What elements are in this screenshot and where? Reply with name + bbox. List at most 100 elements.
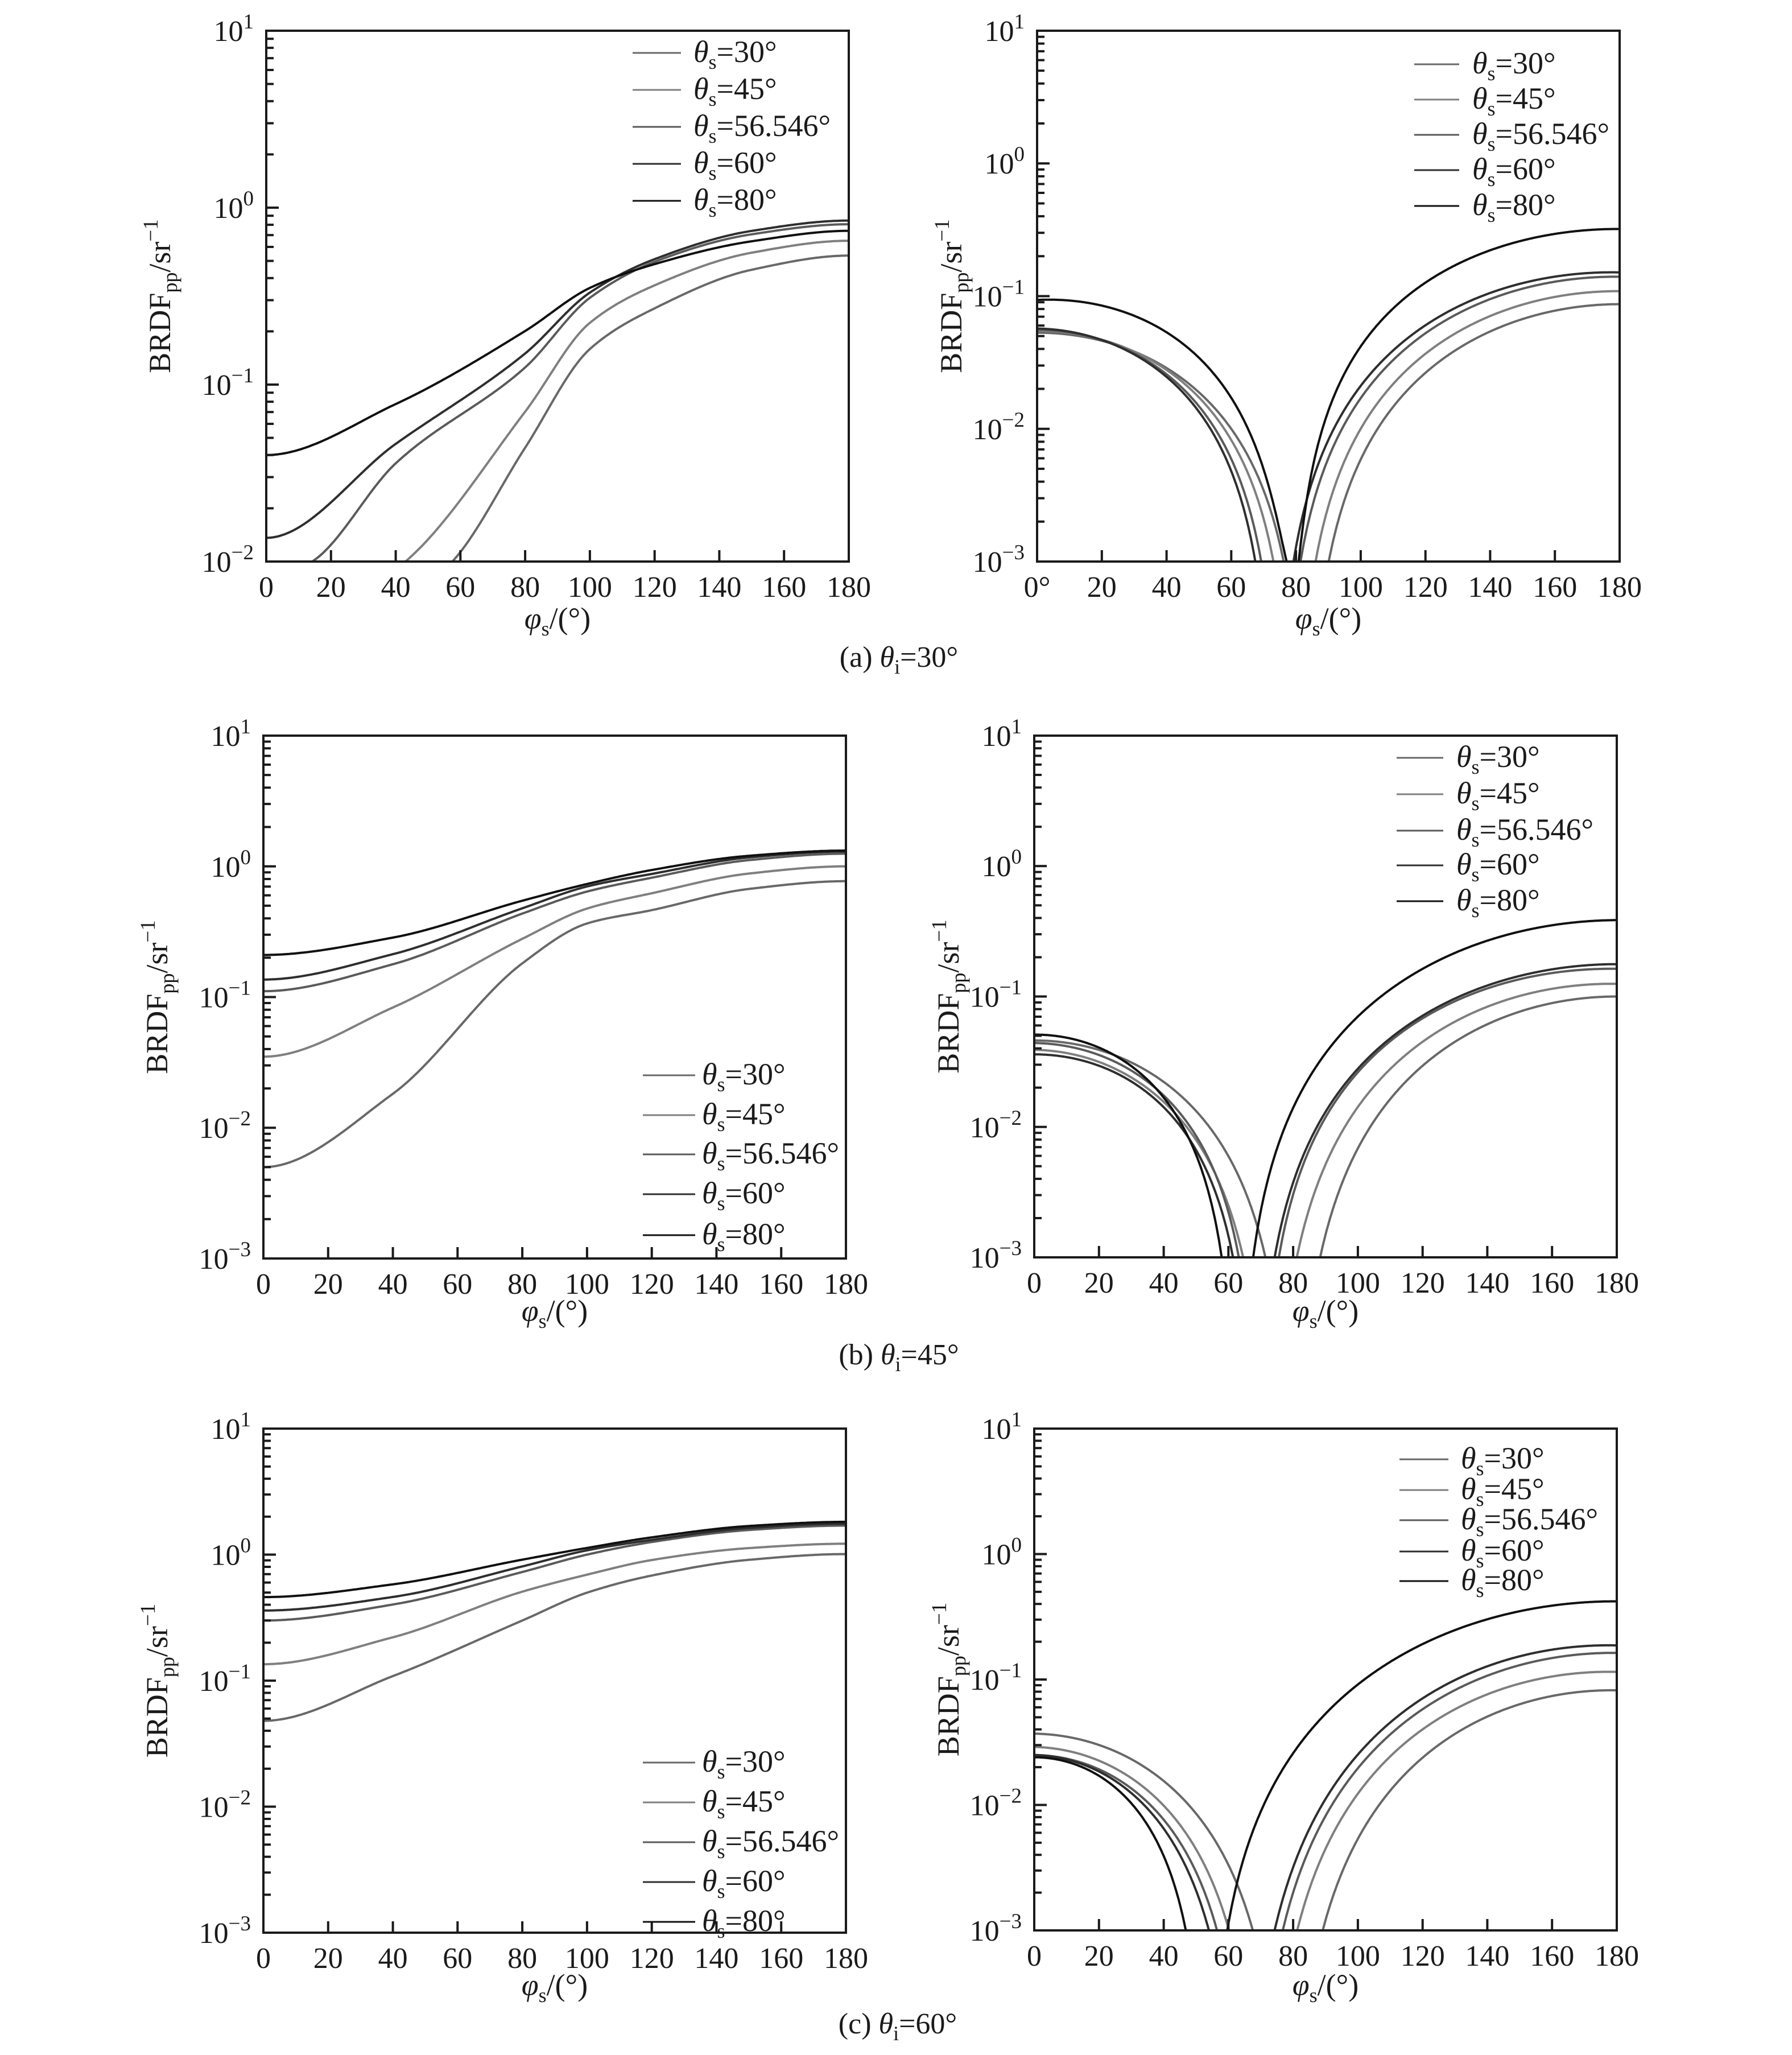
- svg-text:140: 140: [1465, 1940, 1509, 1973]
- svg-text:φs/(°): φs/(°): [1293, 1294, 1359, 1332]
- svg-text:80: 80: [507, 1942, 537, 1975]
- svg-text:θs=45°: θs=45°: [1472, 81, 1556, 120]
- svg-text:101: 101: [982, 715, 1022, 753]
- svg-text:(c) θi=60°: (c) θi=60°: [839, 2008, 957, 2045]
- svg-text:θs=56.546°: θs=56.546°: [1472, 117, 1609, 155]
- svg-text:140: 140: [1465, 1267, 1509, 1299]
- svg-text:θs=80°: θs=80°: [1456, 883, 1540, 922]
- svg-text:θs=45°: θs=45°: [702, 1784, 786, 1823]
- svg-text:10−3: 10−3: [970, 1237, 1022, 1274]
- svg-text:120: 120: [1403, 571, 1448, 604]
- svg-text:80: 80: [1278, 1267, 1308, 1299]
- svg-text:0: 0: [256, 1268, 271, 1301]
- svg-text:60: 60: [443, 1942, 472, 1975]
- svg-text:0: 0: [1027, 1940, 1042, 1973]
- svg-text:θs=30°: θs=30°: [702, 1744, 786, 1783]
- svg-text:20: 20: [313, 1942, 343, 1975]
- svg-text:θs=56.546°: θs=56.546°: [702, 1824, 839, 1863]
- svg-text:θs=30°: θs=30°: [702, 1057, 786, 1096]
- svg-text:θs=80°: θs=80°: [1461, 1563, 1545, 1602]
- svg-text:120: 120: [633, 571, 677, 604]
- svg-text:140: 140: [694, 1268, 738, 1301]
- svg-text:160: 160: [1530, 1267, 1574, 1299]
- svg-text:140: 140: [694, 1942, 738, 1975]
- svg-text:180: 180: [1595, 1940, 1639, 1973]
- svg-text:φs/(°): φs/(°): [522, 1968, 588, 2007]
- svg-text:0°: 0°: [1024, 571, 1051, 604]
- svg-text:160: 160: [1530, 1940, 1574, 1973]
- svg-text:BRDFpp/sr−1: BRDFpp/sr−1: [928, 1603, 970, 1756]
- svg-text:0: 0: [259, 571, 274, 604]
- svg-text:φs/(°): φs/(°): [525, 601, 591, 640]
- svg-text:120: 120: [630, 1942, 674, 1975]
- svg-text:120: 120: [1401, 1267, 1445, 1299]
- svg-text:140: 140: [697, 571, 741, 604]
- svg-text:10−3: 10−3: [970, 1910, 1022, 1947]
- svg-text:θs=30°: θs=30°: [693, 35, 777, 73]
- svg-text:θs=30°: θs=30°: [1472, 46, 1556, 85]
- svg-text:θs=45°: θs=45°: [1456, 776, 1540, 815]
- svg-text:φs/(°): φs/(°): [1293, 1968, 1359, 2007]
- svg-text:θs=56.546°: θs=56.546°: [702, 1136, 839, 1175]
- svg-text:80: 80: [1281, 571, 1311, 604]
- svg-text:θs=30°: θs=30°: [1456, 740, 1540, 778]
- svg-text:θs=45°: θs=45°: [693, 72, 777, 110]
- svg-text:160: 160: [1533, 571, 1577, 604]
- svg-text:120: 120: [630, 1268, 674, 1301]
- svg-text:60: 60: [445, 571, 475, 604]
- svg-text:100: 100: [565, 1268, 609, 1301]
- svg-text:100: 100: [1336, 1267, 1380, 1299]
- svg-text:θs=60°: θs=60°: [1456, 847, 1540, 886]
- svg-text:BRDFpp/sr−1: BRDFpp/sr−1: [931, 219, 973, 373]
- svg-text:θs=56.546°: θs=56.546°: [693, 109, 831, 147]
- svg-text:θs=56.546°: θs=56.546°: [1456, 812, 1593, 851]
- svg-text:40: 40: [1149, 1267, 1179, 1299]
- svg-text:BRDFpp/sr−1: BRDFpp/sr−1: [139, 219, 181, 373]
- svg-text:60: 60: [1216, 571, 1246, 604]
- svg-text:80: 80: [507, 1268, 537, 1301]
- svg-text:180: 180: [824, 1942, 868, 1975]
- svg-text:180: 180: [827, 571, 871, 604]
- svg-text:θs=60°: θs=60°: [693, 146, 777, 184]
- svg-text:BRDFpp/sr−1: BRDFpp/sr−1: [928, 919, 970, 1073]
- svg-text:20: 20: [1084, 1267, 1114, 1299]
- svg-text:40: 40: [1149, 1940, 1179, 1973]
- svg-text:0: 0: [1027, 1267, 1042, 1299]
- svg-text:20: 20: [1084, 1940, 1114, 1973]
- svg-text:140: 140: [1468, 571, 1512, 604]
- svg-text:20: 20: [1087, 571, 1117, 604]
- svg-text:120: 120: [1401, 1940, 1445, 1973]
- svg-text:θs=45°: θs=45°: [702, 1097, 786, 1136]
- svg-text:160: 160: [762, 571, 806, 604]
- svg-text:θs=80°: θs=80°: [702, 1217, 786, 1256]
- svg-text:80: 80: [510, 571, 540, 604]
- svg-text:θs=30°: θs=30°: [1461, 1441, 1545, 1480]
- svg-text:60: 60: [443, 1268, 472, 1301]
- svg-text:θs=80°: θs=80°: [693, 183, 777, 221]
- svg-text:θs=60°: θs=60°: [1461, 1533, 1545, 1572]
- svg-text:60: 60: [1213, 1267, 1243, 1299]
- svg-text:160: 160: [759, 1268, 803, 1301]
- svg-text:θs=56.546°: θs=56.546°: [1461, 1502, 1598, 1541]
- svg-text:40: 40: [378, 1942, 408, 1975]
- svg-text:20: 20: [316, 571, 346, 604]
- svg-text:40: 40: [381, 571, 411, 604]
- svg-text:160: 160: [759, 1942, 803, 1975]
- svg-text:100: 100: [568, 571, 612, 604]
- svg-text:10−2: 10−2: [199, 1786, 251, 1824]
- svg-text:100: 100: [565, 1942, 609, 1975]
- svg-text:φs/(°): φs/(°): [1295, 601, 1361, 640]
- svg-text:θs=45°: θs=45°: [1461, 1472, 1545, 1511]
- svg-text:80: 80: [1278, 1940, 1308, 1973]
- svg-text:180: 180: [1595, 1267, 1639, 1299]
- svg-text:20: 20: [313, 1268, 343, 1301]
- svg-text:100: 100: [1336, 1940, 1380, 1973]
- svg-text:φs/(°): φs/(°): [522, 1294, 588, 1332]
- svg-text:θs=60°: θs=60°: [702, 1864, 786, 1903]
- svg-text:θs=60°: θs=60°: [1472, 152, 1556, 191]
- svg-text:θs=80°: θs=80°: [1472, 188, 1556, 226]
- svg-text:180: 180: [824, 1268, 868, 1301]
- svg-text:60: 60: [1213, 1940, 1243, 1973]
- svg-text:40: 40: [1152, 571, 1182, 604]
- svg-text:θs=80°: θs=80°: [702, 1904, 786, 1942]
